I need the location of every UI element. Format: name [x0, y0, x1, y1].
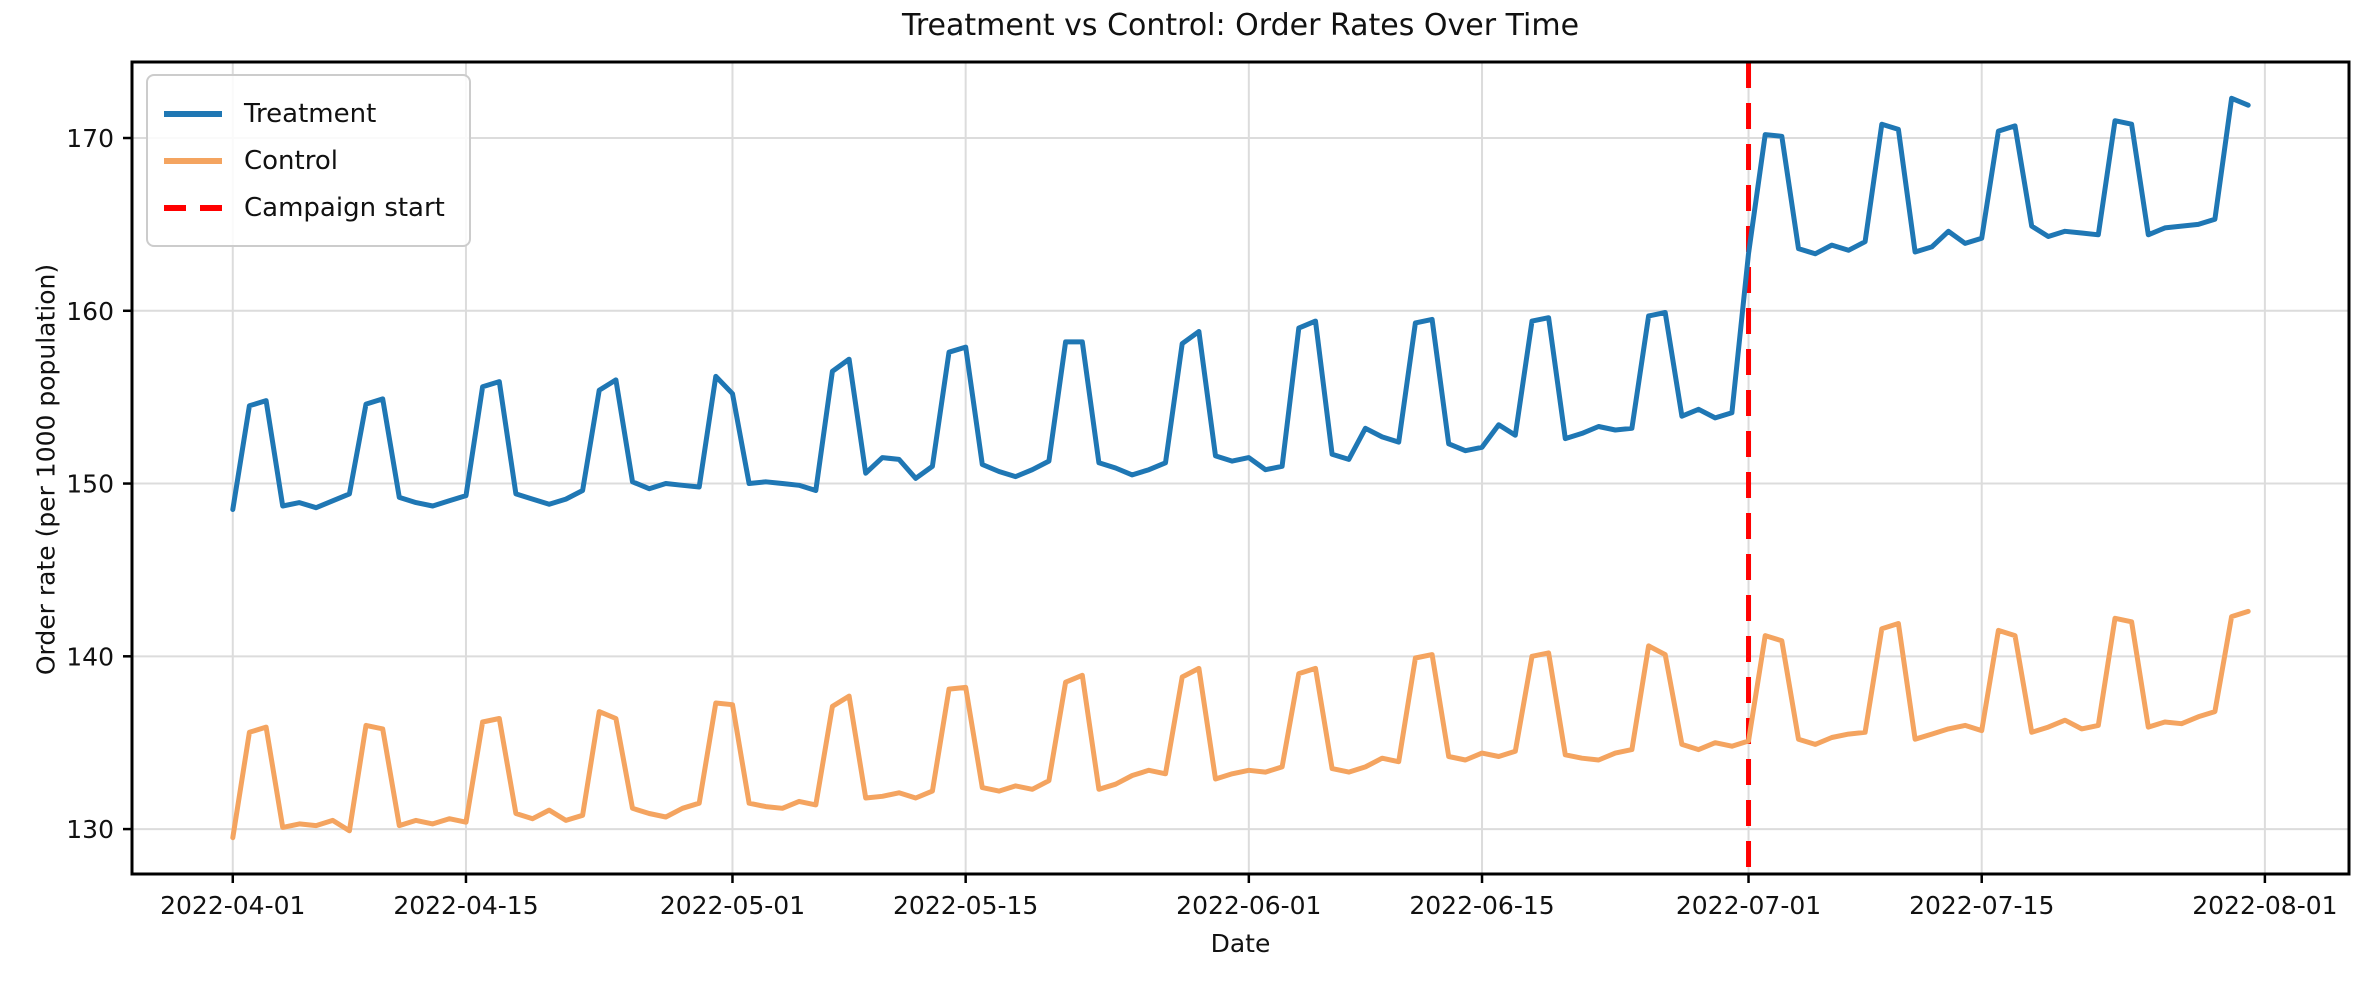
- y-tick-label: 140: [66, 642, 114, 671]
- chart-title: Treatment vs Control: Order Rates Over T…: [901, 8, 1580, 43]
- y-tick-label: 170: [66, 124, 114, 153]
- x-tick-label: 2022-08-01: [2192, 891, 2337, 920]
- treatment-line-swatch: [164, 110, 222, 117]
- y-tick-label: 130: [66, 815, 114, 844]
- x-tick-label: 2022-05-01: [660, 891, 805, 920]
- legend-label-control: Control: [244, 145, 338, 176]
- y-tick-label: 160: [66, 297, 114, 326]
- x-axis-title: Date: [1210, 929, 1271, 958]
- legend-label-treatment: Treatment: [244, 98, 377, 129]
- plot-border: [130, 60, 2351, 876]
- legend-item-control: Control: [164, 137, 445, 184]
- x-tick-label: 2022-06-01: [1176, 891, 1321, 920]
- control-line-swatch: [164, 157, 222, 164]
- legend-item-campaign-start: Campaign start: [164, 184, 445, 231]
- legend: Treatment Control Campaign start: [146, 74, 471, 247]
- x-tick-label: 2022-04-15: [393, 891, 538, 920]
- y-tick-label: 150: [66, 470, 114, 499]
- treatment-line: [230, 95, 2251, 512]
- y-axis-title: Order rate (per 1000 population): [31, 263, 61, 676]
- control-line: [230, 608, 2251, 841]
- x-tick-label: 2022-07-15: [1909, 891, 2054, 920]
- x-tick-label: 2022-07-01: [1676, 891, 1821, 920]
- legend-label-campaign-start: Campaign start: [244, 192, 445, 223]
- x-tick-label: 2022-05-15: [893, 891, 1038, 920]
- x-tick-label: 2022-06-15: [1409, 891, 1554, 920]
- legend-item-treatment: Treatment: [164, 90, 445, 137]
- x-tick-label: 2022-04-01: [160, 891, 305, 920]
- campaign-start-line-swatch: [164, 204, 222, 211]
